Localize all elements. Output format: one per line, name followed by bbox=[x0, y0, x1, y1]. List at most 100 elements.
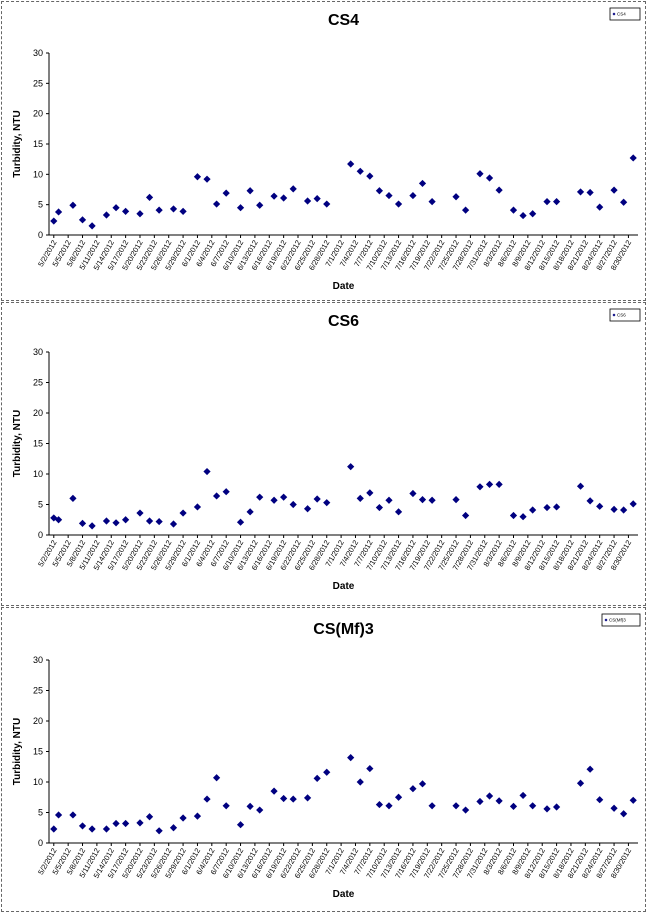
data-point bbox=[155, 206, 163, 214]
data-point bbox=[356, 167, 364, 175]
data-point bbox=[529, 506, 537, 514]
data-point bbox=[213, 774, 221, 782]
data-point bbox=[347, 754, 355, 762]
data-point bbox=[375, 800, 384, 809]
data-point bbox=[509, 802, 518, 810]
data-point bbox=[169, 520, 178, 528]
data-point bbox=[385, 802, 393, 810]
data-point bbox=[476, 170, 484, 178]
data-point bbox=[303, 794, 312, 802]
data-point bbox=[452, 193, 460, 201]
data-point bbox=[88, 825, 96, 833]
data-point bbox=[193, 812, 202, 820]
data-point bbox=[54, 516, 63, 524]
chart-csmf3: CS(Mf)30510152025305/2/20125/5/20125/8/2… bbox=[12, 613, 641, 900]
legend-label: CS4 bbox=[617, 12, 626, 17]
data-point bbox=[476, 797, 484, 806]
data-point bbox=[356, 778, 364, 786]
data-point bbox=[54, 208, 63, 216]
data-point bbox=[136, 509, 144, 517]
data-point bbox=[375, 187, 384, 195]
y-tick-label: 0 bbox=[38, 838, 43, 848]
data-point bbox=[78, 822, 87, 830]
y-tick-label: 10 bbox=[33, 777, 43, 787]
data-point bbox=[418, 179, 427, 188]
data-point bbox=[145, 193, 154, 201]
y-tick-label: 10 bbox=[33, 169, 43, 179]
chart-panel-cs6: CS6 0 5 10 15 20 25 30 5/2/2012 5/5/2012 5/8/2012 5… bbox=[1, 302, 646, 606]
data-point bbox=[586, 188, 594, 197]
data-point bbox=[69, 811, 77, 819]
data-point bbox=[193, 503, 202, 511]
data-point bbox=[102, 517, 111, 525]
data-point bbox=[620, 506, 628, 514]
data-point bbox=[145, 813, 154, 821]
legend-marker bbox=[604, 618, 608, 622]
data-point bbox=[629, 796, 637, 804]
data-point bbox=[122, 819, 130, 828]
data-point bbox=[428, 198, 436, 206]
y-tick-label: 5 bbox=[38, 200, 43, 210]
y-axis-label: Turbidity, NTU bbox=[12, 718, 23, 785]
y-tick-label: 5 bbox=[38, 808, 43, 818]
data-point bbox=[620, 198, 628, 206]
y-tick-label: 30 bbox=[33, 347, 43, 357]
data-point bbox=[289, 185, 297, 193]
y-tick-label: 20 bbox=[33, 716, 43, 726]
data-point bbox=[485, 480, 494, 488]
data-point bbox=[246, 802, 254, 810]
chart-cs4: CS40510152025305/2/20125/5/20125/8/20125… bbox=[12, 7, 641, 292]
data-point bbox=[69, 494, 77, 502]
data-point bbox=[313, 195, 321, 203]
data-point bbox=[394, 793, 403, 801]
data-point bbox=[169, 205, 178, 213]
data-point bbox=[610, 186, 618, 194]
y-tick-label: 5 bbox=[38, 500, 43, 510]
data-point bbox=[394, 200, 403, 208]
data-point bbox=[543, 503, 551, 512]
y-tick-label: 10 bbox=[33, 469, 43, 479]
data-point bbox=[323, 499, 331, 507]
data-point bbox=[169, 824, 178, 832]
y-tick-label: 20 bbox=[33, 408, 43, 418]
data-point bbox=[50, 217, 58, 225]
data-point bbox=[222, 189, 230, 197]
data-point bbox=[203, 175, 211, 183]
data-point bbox=[629, 500, 637, 508]
data-point bbox=[280, 794, 288, 803]
data-point bbox=[78, 216, 87, 224]
data-point bbox=[519, 211, 527, 220]
data-point bbox=[495, 797, 503, 805]
chart-title: CS6 bbox=[328, 313, 359, 330]
legend-label: CS6 bbox=[617, 313, 626, 318]
data-point bbox=[347, 463, 355, 471]
data-point bbox=[428, 496, 436, 504]
data-point bbox=[620, 810, 628, 818]
y-tick-label: 30 bbox=[33, 48, 43, 58]
chart-cs6: CS60510152025305/2/20125/5/20125/8/20125… bbox=[12, 308, 641, 592]
data-point bbox=[256, 493, 264, 501]
data-point bbox=[462, 806, 470, 814]
chart-title: CS4 bbox=[328, 12, 359, 29]
y-tick-label: 15 bbox=[33, 139, 43, 149]
data-point bbox=[280, 493, 288, 501]
data-point bbox=[88, 222, 96, 230]
data-point bbox=[270, 192, 278, 200]
chart-title: CS(Mf)3 bbox=[313, 621, 374, 638]
data-point bbox=[552, 803, 561, 811]
data-point bbox=[270, 787, 278, 795]
chart-panel-cs4: CS4 0 5 10 15 20 25 30 5/2/2012 5/5/2012 5/8/2012 5… bbox=[1, 1, 646, 301]
y-tick-label: 25 bbox=[33, 686, 43, 696]
data-point bbox=[452, 496, 460, 504]
y-tick-label: 0 bbox=[38, 530, 43, 540]
data-point bbox=[347, 160, 355, 168]
legend-box bbox=[609, 308, 641, 322]
data-point bbox=[246, 187, 254, 195]
data-point bbox=[54, 811, 63, 819]
data-point bbox=[356, 494, 364, 502]
data-point bbox=[409, 489, 417, 498]
data-point bbox=[596, 502, 604, 510]
data-point bbox=[203, 795, 211, 803]
data-point bbox=[576, 188, 585, 196]
data-point bbox=[122, 207, 130, 215]
